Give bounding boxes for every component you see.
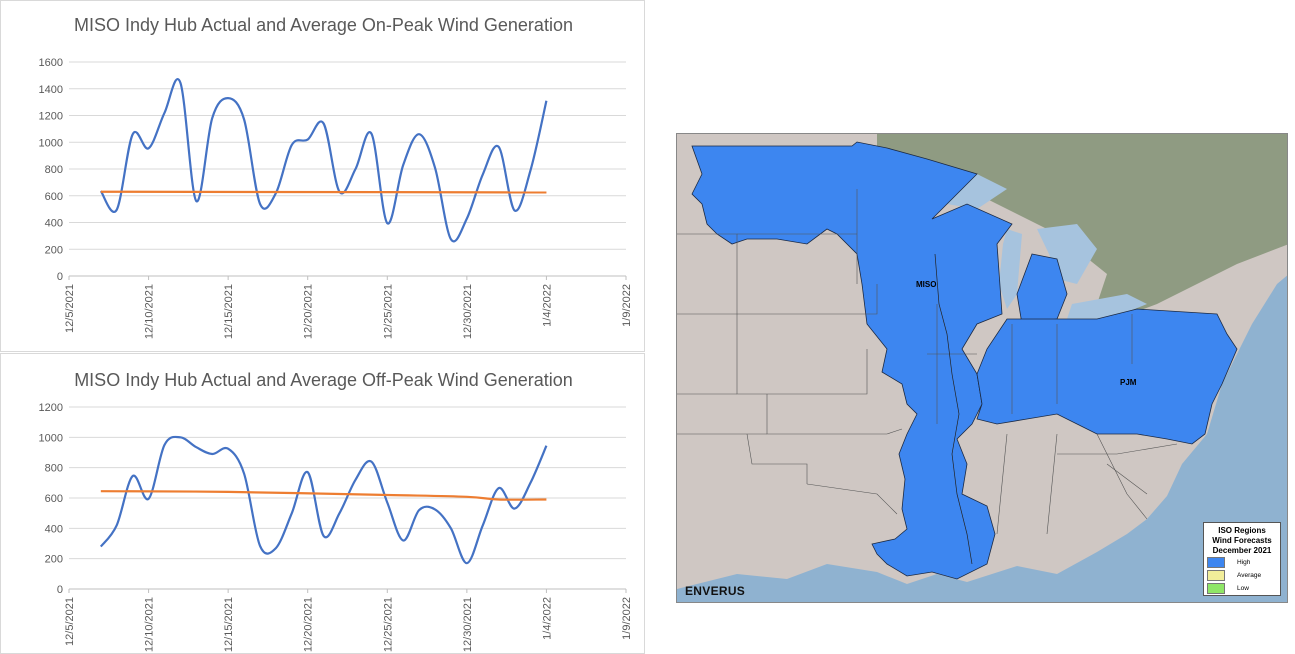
mississippi-river <box>934 253 973 565</box>
legend-swatch <box>1207 570 1225 581</box>
x-tick-label: 12/15/2021 <box>223 597 235 652</box>
y-tick-label: 800 <box>45 164 63 176</box>
x-tick-label: 12/30/2021 <box>462 284 474 339</box>
x-tick-label: 12/30/2021 <box>462 597 474 652</box>
x-tick-label: 12/5/2021 <box>64 597 76 646</box>
x-tick-label: 12/25/2021 <box>382 284 394 339</box>
miso-region <box>691 141 1013 580</box>
legend-title-line: December 2021 <box>1212 546 1272 555</box>
state-lines <box>677 189 1178 535</box>
pjm-label: PJM <box>1120 378 1137 387</box>
x-tick-label: 12/5/2021 <box>64 284 76 333</box>
y-tick-label: 800 <box>45 463 63 475</box>
y-tick-label: 600 <box>45 493 63 505</box>
wind-forecast-map: MISO PJM ISO Regions Wind Forecasts Dece… <box>676 133 1288 603</box>
x-tick-label: 1/9/2022 <box>621 597 633 640</box>
y-tick-label: 600 <box>45 191 63 203</box>
enverus-logo: ENVERUS <box>685 584 746 598</box>
y-tick-label: 1000 <box>39 137 63 149</box>
legend-item-high: High <box>1204 556 1280 569</box>
actual-series-line <box>99 78 548 243</box>
y-tick-label: 0 <box>57 584 63 596</box>
average-series-line <box>100 190 547 194</box>
legend-item-average: Average <box>1204 569 1280 582</box>
on-peak-chart-panel: MISO Indy Hub Actual and Average On-Peak… <box>0 0 645 352</box>
average-series-line <box>100 490 547 501</box>
x-tick-label: 12/10/2021 <box>144 597 156 652</box>
x-tick-label: 1/4/2022 <box>541 284 553 327</box>
y-tick-label: 1000 <box>39 432 63 444</box>
y-tick-label: 1600 <box>39 57 63 69</box>
y-tick-label: 1400 <box>39 84 63 96</box>
x-tick-label: 12/25/2021 <box>382 597 394 652</box>
on-peak-chart: 0 200 400 600 800 1000 1200 1400 1600 12/5/2021 12… <box>39 57 633 339</box>
off-peak-chart: 0 200 400 600 800 1000 1200 12/5/2021 12/10/2021… <box>39 402 633 652</box>
legend-label: High <box>1237 559 1251 566</box>
x-tick-label: 12/10/2021 <box>144 284 156 339</box>
legend-title: ISO Regions Wind Forecasts December 2021 <box>1204 523 1280 556</box>
legend-swatch <box>1207 583 1225 594</box>
x-tick-label: 12/20/2021 <box>303 597 315 652</box>
legend-label: Low <box>1237 585 1249 592</box>
x-tick-label: 12/15/2021 <box>223 284 235 339</box>
miso-label: MISO <box>916 280 937 289</box>
legend-title-line: Wind Forecasts <box>1212 536 1272 545</box>
atlantic-water <box>1207 275 1287 434</box>
legend-title-line: ISO Regions <box>1218 526 1266 535</box>
pjm-region <box>976 308 1238 445</box>
map-legend: ISO Regions Wind Forecasts December 2021… <box>1203 522 1281 596</box>
lake-huron <box>1037 224 1097 284</box>
legend-label: Average <box>1237 572 1262 579</box>
map-graphic <box>677 134 1287 602</box>
legend-swatch <box>1207 557 1225 568</box>
x-tick-label: 1/4/2022 <box>541 597 553 640</box>
lake-erie <box>1067 294 1147 324</box>
y-tick-label: 400 <box>45 218 63 230</box>
off-peak-chart-panel: MISO Indy Hub Actual and Average Off-Pea… <box>0 353 645 654</box>
y-tick-label: 400 <box>45 523 63 535</box>
legend-item-low: Low <box>1204 582 1280 595</box>
chart-title: MISO Indy Hub Actual and Average Off-Pea… <box>74 370 573 390</box>
x-tick-label: 1/9/2022 <box>621 284 633 327</box>
y-tick-label: 0 <box>57 271 63 283</box>
chart-title: MISO Indy Hub Actual and Average On-Peak… <box>74 15 573 35</box>
x-tick-label: 12/20/2021 <box>303 284 315 339</box>
actual-series-line <box>99 435 548 565</box>
y-tick-label: 200 <box>45 554 63 566</box>
gulf-water <box>677 316 1287 602</box>
y-tick-label: 1200 <box>39 111 63 123</box>
y-tick-label: 1200 <box>39 402 63 414</box>
lake-michigan <box>999 229 1022 309</box>
y-tick-label: 200 <box>45 244 63 256</box>
